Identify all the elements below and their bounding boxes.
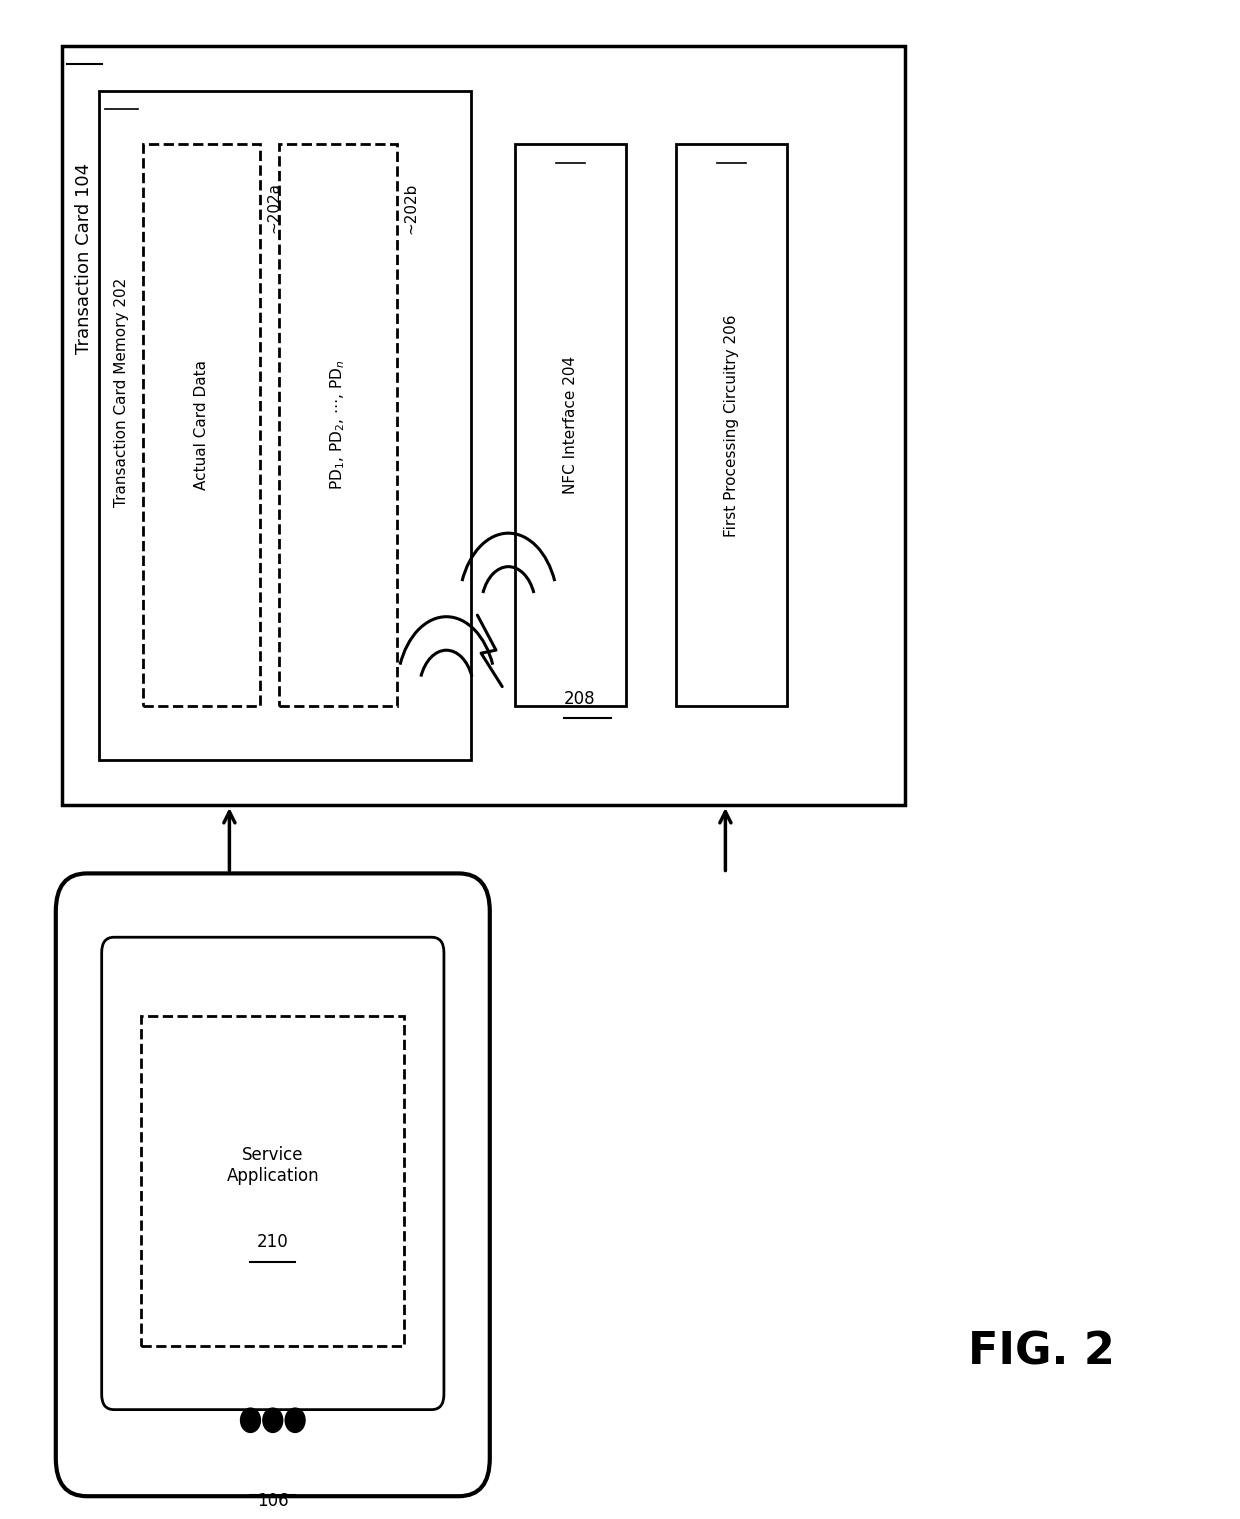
Bar: [515, 144, 626, 706]
Bar: [62, 46, 905, 805]
Text: 208: 208: [564, 690, 596, 708]
Text: Actual Card Data: Actual Card Data: [193, 360, 210, 491]
Text: 106: 106: [257, 1492, 289, 1510]
Text: ~202a: ~202a: [267, 182, 281, 234]
FancyBboxPatch shape: [56, 873, 490, 1496]
Circle shape: [285, 1408, 305, 1432]
Text: FIG. 2: FIG. 2: [968, 1331, 1115, 1373]
Text: ~202b: ~202b: [403, 182, 418, 234]
Text: NFC Interface 204: NFC Interface 204: [563, 357, 578, 494]
FancyBboxPatch shape: [102, 937, 444, 1410]
Bar: [141, 1016, 404, 1346]
Bar: [279, 144, 397, 706]
Text: First Processing Circuitry 206: First Processing Circuitry 206: [724, 314, 739, 536]
Text: Service
Application: Service Application: [227, 1147, 319, 1185]
Bar: [99, 91, 471, 760]
Text: Transaction Card Memory 202: Transaction Card Memory 202: [114, 278, 129, 506]
Circle shape: [263, 1408, 283, 1432]
Text: PD$_1$, PD$_2$, $\cdots$, PD$_n$: PD$_1$, PD$_2$, $\cdots$, PD$_n$: [329, 360, 347, 491]
Bar: [676, 144, 787, 706]
Text: Transaction Card 104: Transaction Card 104: [76, 163, 93, 354]
Text: 210: 210: [257, 1233, 289, 1250]
Bar: [143, 144, 260, 706]
Circle shape: [241, 1408, 260, 1432]
